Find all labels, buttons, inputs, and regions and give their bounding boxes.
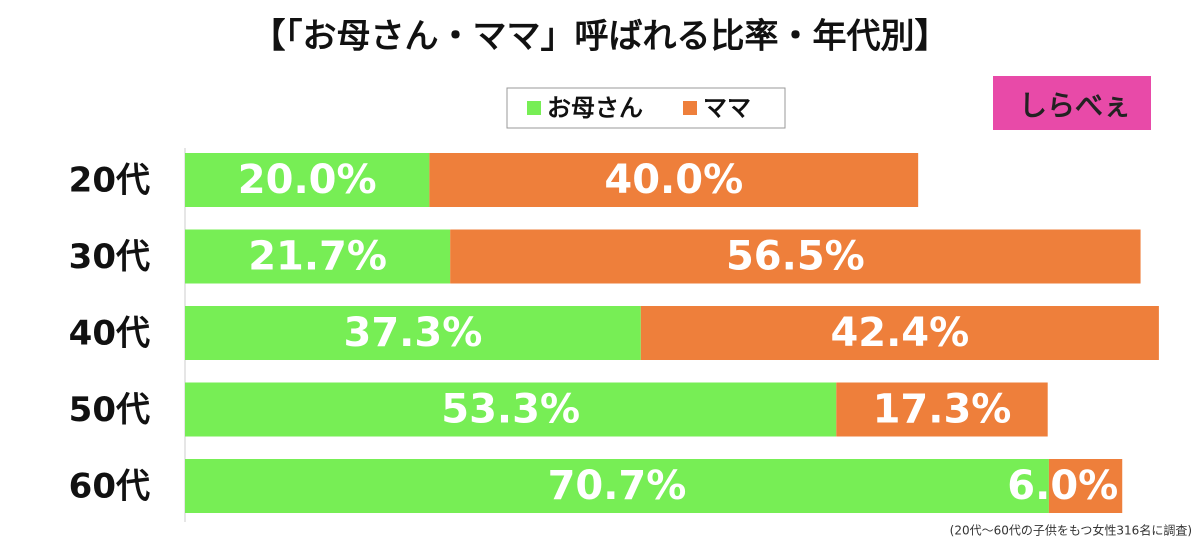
value-label: 17.3% [873,387,1012,433]
logo-box [993,76,1151,130]
bar-segment [640,306,1159,360]
value-label: 21.7% [248,234,387,280]
y-tick-label: 30代 [69,237,150,277]
bar-segment [185,459,1049,513]
legend-box [506,87,786,129]
legend-label: ママ [703,94,751,122]
value-label: 70.7% [548,463,687,509]
value-label: 20.0% [238,157,377,203]
y-tick-label: 50代 [69,390,150,430]
bar-segment [450,229,1141,284]
y-tick-label: 20代 [69,161,150,201]
bar-segment [185,382,837,437]
bar-segment [429,153,919,207]
value-label: 53.3% [441,387,580,433]
bar-segment [836,382,1048,437]
bar-segment [185,306,641,360]
legend-swatch [527,101,541,115]
value-label: 42.4% [830,310,969,356]
value-label: 40.0% [604,157,743,203]
bar-segment [185,153,430,207]
y-tick-label: 40代 [69,314,150,354]
logo: しらべぇ [1019,89,1131,122]
value-label: 37.3% [344,310,483,356]
bar-segment [185,229,451,284]
bar-segment [1048,459,1123,513]
value-label: 6.0% [1007,463,1118,509]
note: (20代～60代の子供をもつ女性316名に調査) [950,523,1192,538]
value-label: 56.5% [726,234,865,280]
chart-title: 【「お母さん・ママ」呼ばれる比率・年代別】 [252,17,949,57]
y-tick-label: 60代 [69,467,150,507]
legend-label: お母さん [547,94,643,122]
legend-swatch [683,101,697,115]
